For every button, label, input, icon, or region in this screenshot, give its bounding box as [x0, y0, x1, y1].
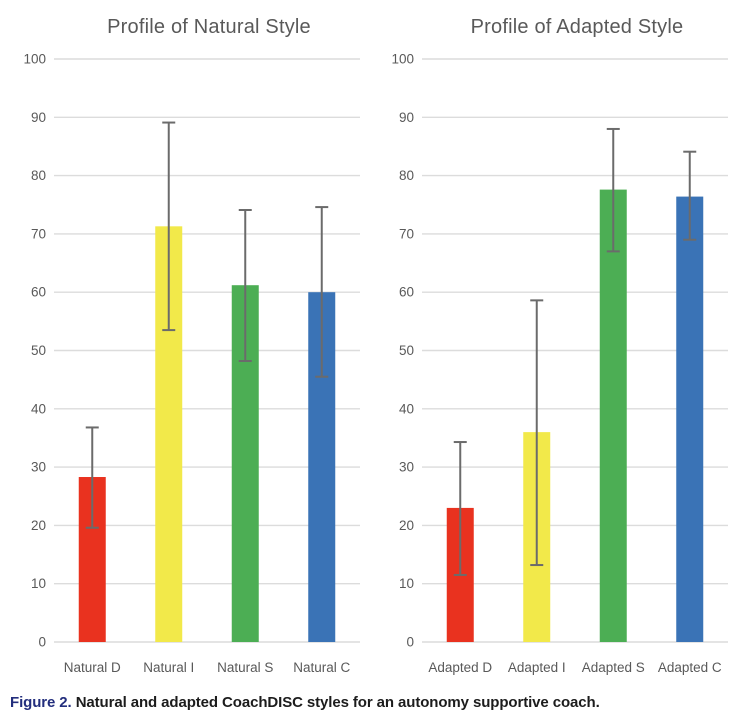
figure-caption-text: Natural and adapted CoachDISC styles for…	[71, 694, 600, 711]
y-tick-label: 80	[31, 168, 46, 183]
y-tick-label: 10	[31, 576, 46, 591]
x-category-label: Adapted C	[658, 660, 722, 675]
y-tick-label: 30	[399, 460, 414, 475]
y-tick-label: 70	[31, 226, 46, 241]
adapted-style-bar-chart: 0 10 20 30 40 50 60 70 80 90 100 Adapted D Adapted I…	[391, 52, 728, 675]
x-category-label: Natural C	[293, 660, 350, 675]
y-tick-label: 20	[31, 518, 46, 533]
y-tick-label: 10	[399, 576, 414, 591]
y-tick-label: 30	[31, 460, 46, 475]
natural-style-bar-chart: 0 10 20 30 40 50 60 70 80 90 100 Natural D Natural I…	[23, 52, 360, 675]
y-tick-label: 100	[23, 52, 46, 67]
x-category-label: Adapted S	[582, 660, 645, 675]
y-tick-label: 100	[391, 52, 414, 67]
chart-panel-natural: Profile of Natural Style 0 10 20 30 40 50 60 70…	[6, 4, 374, 684]
figure-caption: Figure 2. Natural and adapted CoachDISC …	[6, 694, 742, 711]
x-category-label: Natural S	[217, 660, 273, 675]
x-category-label: Adapted D	[428, 660, 492, 675]
x-category-label: Natural D	[64, 660, 121, 675]
y-tick-label: 40	[399, 401, 414, 416]
chart-panel-adapted: Profile of Adapted Style 0 10 20 30 40 50 60 70…	[374, 4, 742, 684]
y-tick-label: 90	[399, 110, 414, 125]
x-category-label: Natural I	[143, 660, 194, 675]
chart-title-natural: Profile of Natural Style	[107, 16, 311, 38]
bar-adapted-c	[676, 196, 704, 642]
charts-row: Profile of Natural Style 0 10 20 30 40 50 60 70…	[6, 4, 742, 684]
figure-caption-label: Figure 2.	[10, 694, 72, 711]
bar-adapted-s	[599, 189, 627, 643]
y-tick-label: 60	[399, 285, 414, 300]
x-category-label: Adapted I	[508, 660, 566, 675]
y-tick-label: 60	[31, 285, 46, 300]
y-tick-label: 0	[38, 635, 46, 650]
y-tick-label: 0	[406, 635, 414, 650]
y-tick-label: 70	[399, 226, 414, 241]
y-tick-label: 90	[31, 110, 46, 125]
y-tick-label: 20	[399, 518, 414, 533]
y-tick-label: 50	[31, 343, 46, 358]
y-tick-label: 50	[399, 343, 414, 358]
chart-title-adapted: Profile of Adapted Style	[470, 16, 684, 38]
y-tick-label: 80	[399, 168, 414, 183]
y-tick-label: 40	[31, 401, 46, 416]
